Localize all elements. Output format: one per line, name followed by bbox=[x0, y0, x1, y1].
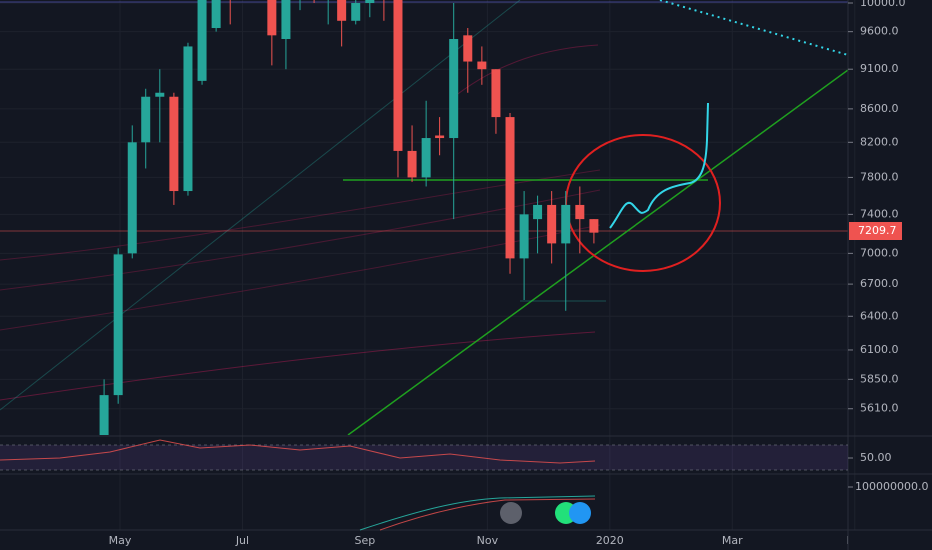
candle-body bbox=[407, 150, 417, 178]
y-tick-label: 6700.0 bbox=[860, 277, 899, 290]
y-tick-label: 6100.0 bbox=[860, 343, 899, 356]
ma-line bbox=[0, 189, 601, 291]
y-tick-label: 8200.0 bbox=[860, 135, 899, 148]
x-tick-label: Nov bbox=[477, 534, 499, 547]
y-tick-label: 7400.0 bbox=[860, 207, 899, 220]
x-tick-label: Jul bbox=[235, 534, 249, 547]
candle-body bbox=[211, 0, 221, 29]
oscillator-line bbox=[359, 495, 596, 531]
candles bbox=[99, 0, 599, 435]
candle-body bbox=[197, 0, 207, 81]
candle-body bbox=[491, 69, 501, 118]
y-tick-label: 8600.0 bbox=[860, 102, 899, 115]
rsi-line bbox=[0, 439, 596, 464]
grid bbox=[0, 0, 856, 530]
ma-line bbox=[0, 224, 601, 331]
candle-body bbox=[519, 214, 529, 259]
y-tick-label: 6400.0 bbox=[860, 309, 899, 322]
candle-body bbox=[561, 204, 571, 244]
y-tick-label: 9600.0 bbox=[860, 25, 899, 38]
candle-body bbox=[183, 46, 193, 192]
candle-body bbox=[533, 204, 543, 220]
x-tick-label: 2020 bbox=[596, 534, 624, 547]
candle-body bbox=[267, 0, 277, 36]
projection-curve bbox=[609, 102, 709, 229]
drawings bbox=[0, 0, 848, 435]
candle-body bbox=[141, 96, 151, 143]
y-tick-label: 5610.0 bbox=[860, 402, 899, 415]
price-tag bbox=[849, 222, 902, 240]
candle-body bbox=[393, 0, 403, 151]
candle-body bbox=[155, 92, 165, 97]
candle-body bbox=[435, 135, 445, 139]
candle-body bbox=[589, 219, 599, 233]
candle-body bbox=[505, 117, 515, 259]
volume-tick-label: 100000000.0 bbox=[855, 480, 928, 493]
x-axis: May Jul Sep Nov 2020 Mar Ma bbox=[109, 534, 863, 547]
candle-body bbox=[337, 0, 347, 21]
ma-line bbox=[0, 331, 596, 401]
candle-body bbox=[127, 142, 137, 254]
x-tick-label: Sep bbox=[355, 534, 376, 547]
trend-line bbox=[0, 0, 521, 411]
candle-body bbox=[477, 61, 487, 70]
toggle-button[interactable] bbox=[569, 502, 591, 524]
ma-line bbox=[0, 169, 601, 261]
candle-body bbox=[575, 204, 585, 220]
support-line bbox=[347, 69, 848, 435]
candle-body bbox=[449, 39, 459, 139]
y-tick-label: 7800.0 bbox=[860, 170, 899, 183]
candle-body bbox=[463, 35, 473, 62]
dotted-line bbox=[659, 0, 848, 56]
rsi-tick-label: 50.00 bbox=[860, 451, 892, 464]
candle-body bbox=[113, 254, 123, 396]
x-tick-label: May bbox=[109, 534, 132, 547]
candle-body bbox=[547, 204, 557, 244]
candle-body bbox=[351, 3, 361, 21]
oscillator-line bbox=[379, 498, 596, 531]
y-tick-label: 9100.0 bbox=[860, 62, 899, 75]
x-tick-label: Ma bbox=[847, 534, 863, 547]
y-tick-label: 7000.0 bbox=[860, 246, 899, 259]
candle-body bbox=[99, 395, 109, 435]
candle-body bbox=[421, 138, 431, 178]
y-tick-label: 10000.0 bbox=[860, 0, 906, 9]
x-tick-label: Mar bbox=[722, 534, 743, 547]
candle-body bbox=[365, 0, 375, 4]
y-tick-label: 5850.0 bbox=[860, 372, 899, 385]
candle-body bbox=[169, 96, 179, 192]
rsi-band bbox=[0, 445, 848, 470]
toggle-button[interactable] bbox=[500, 502, 522, 524]
last-price-label: 7209.7 bbox=[858, 224, 897, 237]
candle-body bbox=[281, 0, 291, 40]
